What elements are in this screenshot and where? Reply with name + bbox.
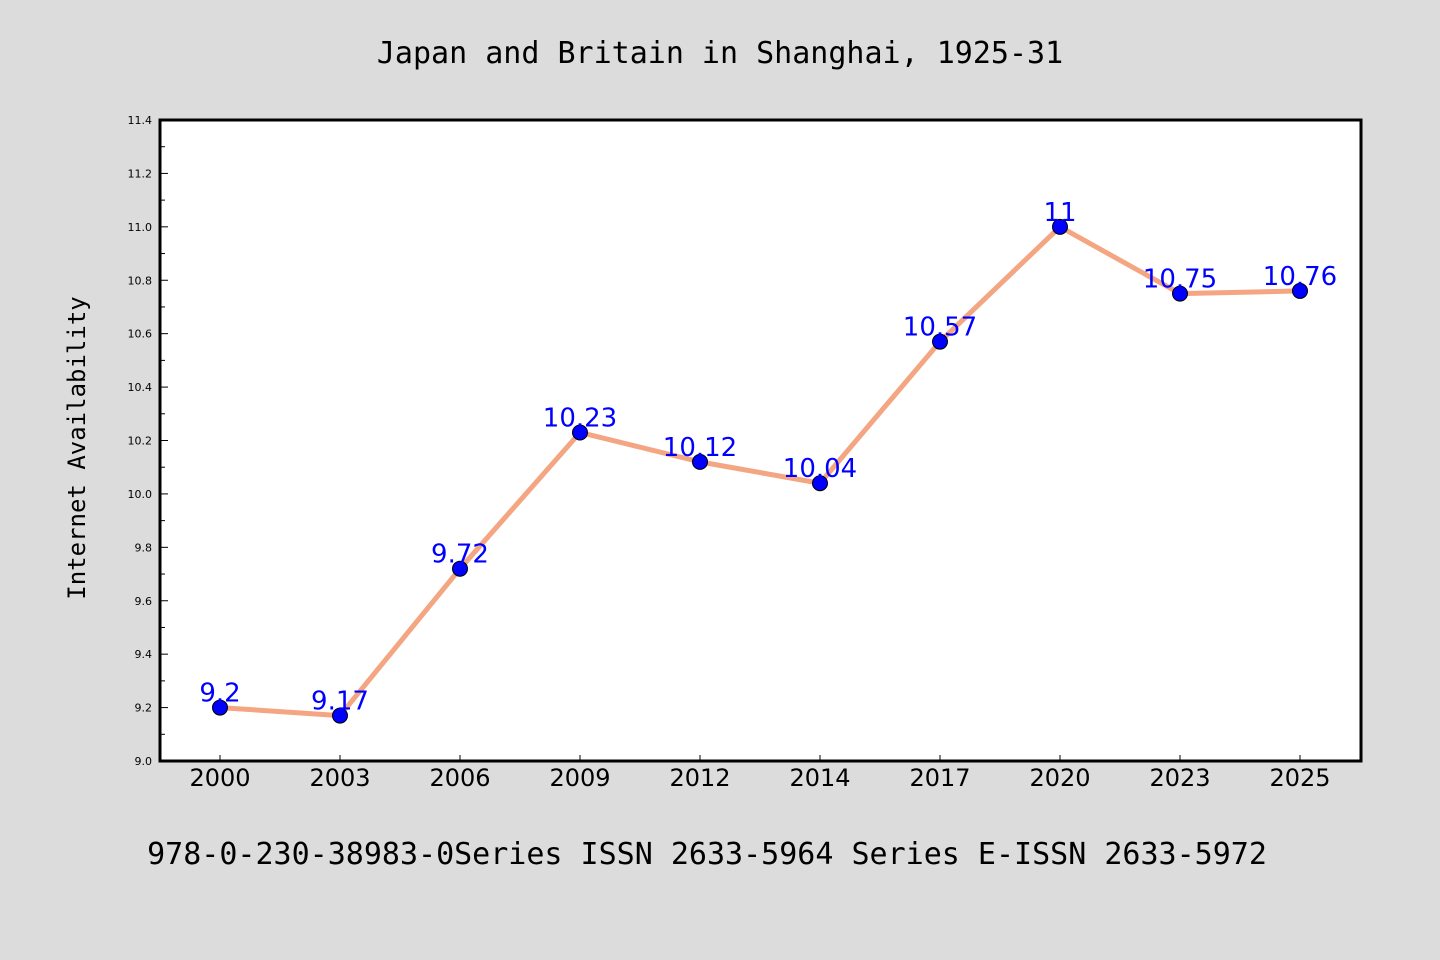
data-point (1292, 282, 1308, 299)
x-tick-label: 2017 (909, 764, 970, 792)
data-label: 10.12 (663, 433, 737, 463)
x-tick-label: 2025 (1269, 764, 1330, 792)
x-tick-label: 2003 (309, 764, 370, 792)
x-tick-label: 2000 (189, 764, 250, 792)
x-tick-label: 2020 (1029, 764, 1090, 792)
data-label: 10.04 (783, 454, 857, 484)
x-tick-label: 2009 (549, 764, 610, 792)
y-tick-label: 10.2 (128, 435, 153, 448)
chart-title: Japan and Britain in Shanghai, 1925-31 (377, 36, 1063, 71)
data-label: 9.2 (199, 679, 240, 709)
series-line (217, 224, 1303, 719)
footer-isbn-issn: 978-0-230-38983-0Series ISSN 2633-5964 S… (147, 837, 1267, 872)
data-point (332, 707, 348, 724)
data-point (932, 333, 948, 350)
y-tick-label: 9.0 (135, 755, 153, 768)
data-point (212, 699, 228, 716)
data-label: 11 (1043, 198, 1076, 228)
data-point (1172, 285, 1188, 302)
y-tick-label: 9.4 (135, 648, 153, 661)
y-tick-label: 11.0 (128, 221, 153, 234)
y-tick-label: 10.8 (128, 274, 153, 287)
y-tick-label: 10.6 (128, 328, 153, 341)
x-tick-label: 2023 (1149, 764, 1210, 792)
data-label: 9.72 (431, 540, 489, 570)
y-axis-label: Internet Availability (63, 296, 91, 599)
data-point (1052, 218, 1068, 235)
data-labels: 9.2 9.17 9.72 10.23 10.12 10.04 10.57 11 10.75 10… (199, 198, 1337, 717)
x-tick-label: 2014 (789, 764, 850, 792)
data-point (572, 424, 588, 441)
data-markers (212, 218, 1308, 724)
y-tick-label: 11.2 (128, 167, 153, 180)
x-axis: 2000 2003 2006 2009 2012 2014 2017 2020 2023 2025 (189, 755, 1331, 792)
x-tick-label: 2012 (669, 764, 730, 792)
data-label: 10.23 (543, 403, 617, 433)
data-label: 10.75 (1143, 265, 1217, 295)
data-label: 9.17 (311, 687, 369, 717)
data-point (452, 560, 468, 577)
series-line-group (217, 224, 1303, 719)
y-tick-label: 9.2 (135, 702, 153, 715)
data-label: 10.57 (903, 313, 977, 343)
data-point (692, 453, 708, 470)
y-tick-label: 9.8 (135, 541, 153, 554)
data-point (812, 475, 828, 492)
y-tick-label: 10.4 (128, 381, 153, 394)
y-tick-label: 9.6 (135, 595, 153, 608)
y-tick-label: 10.0 (128, 488, 153, 501)
x-tick-label: 2006 (429, 764, 490, 792)
y-tick-label: 11.4 (128, 114, 153, 127)
y-axis: 9.0 9.2 9.4 9.6 9.8 10.0 10.2 10.4 10.6 10.8 11.0 1… (128, 114, 168, 768)
data-label: 10.76 (1263, 262, 1337, 292)
plot-area (158, 118, 1363, 763)
